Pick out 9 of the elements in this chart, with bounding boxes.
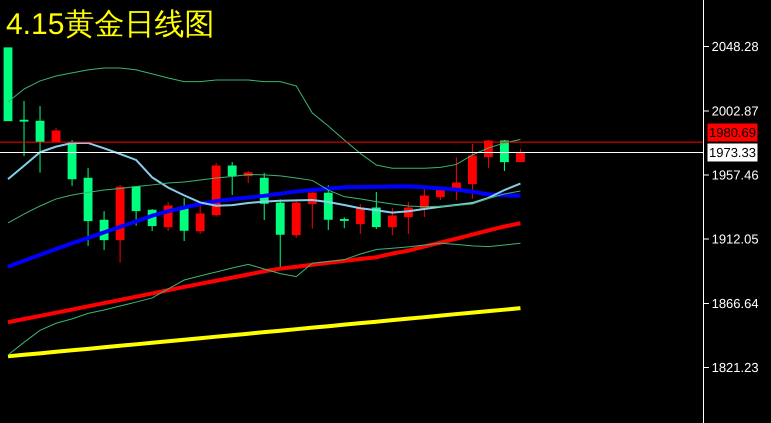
- ref-line-label: 1973.33: [709, 145, 756, 160]
- y-tick-label: 2002.87: [712, 103, 759, 118]
- y-tick-label: 2048.28: [712, 39, 759, 54]
- y-tick-label: 1912.05: [712, 232, 759, 247]
- y-tick-label: 1957.46: [712, 168, 759, 183]
- y-tick-label: 1866.64: [712, 296, 759, 311]
- y-tick-label: 1821.23: [712, 360, 759, 375]
- chart-title: 4.15黄金日线图: [6, 8, 214, 41]
- ref-line-label: 1980.69: [709, 125, 756, 140]
